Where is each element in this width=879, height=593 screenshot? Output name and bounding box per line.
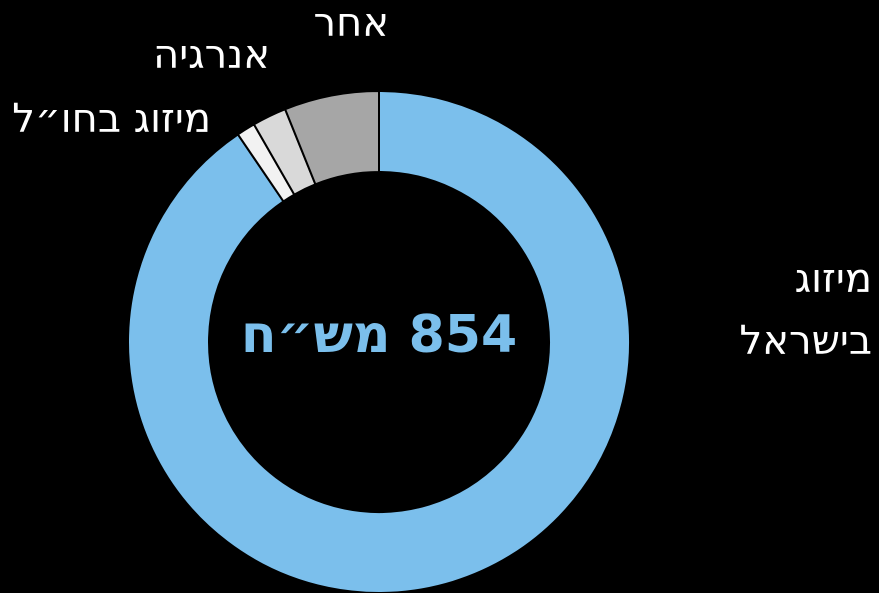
slice-label: מיזוג בחו״ל [12,96,211,142]
donut-segment [283,89,380,186]
slice-label: אחר [313,0,389,46]
slice-label: מיזוג בישראל [739,256,872,364]
donut-segment [127,89,631,593]
center-label: 854 מש״ח [240,305,518,365]
slice-label: אנרגיה [153,32,270,78]
